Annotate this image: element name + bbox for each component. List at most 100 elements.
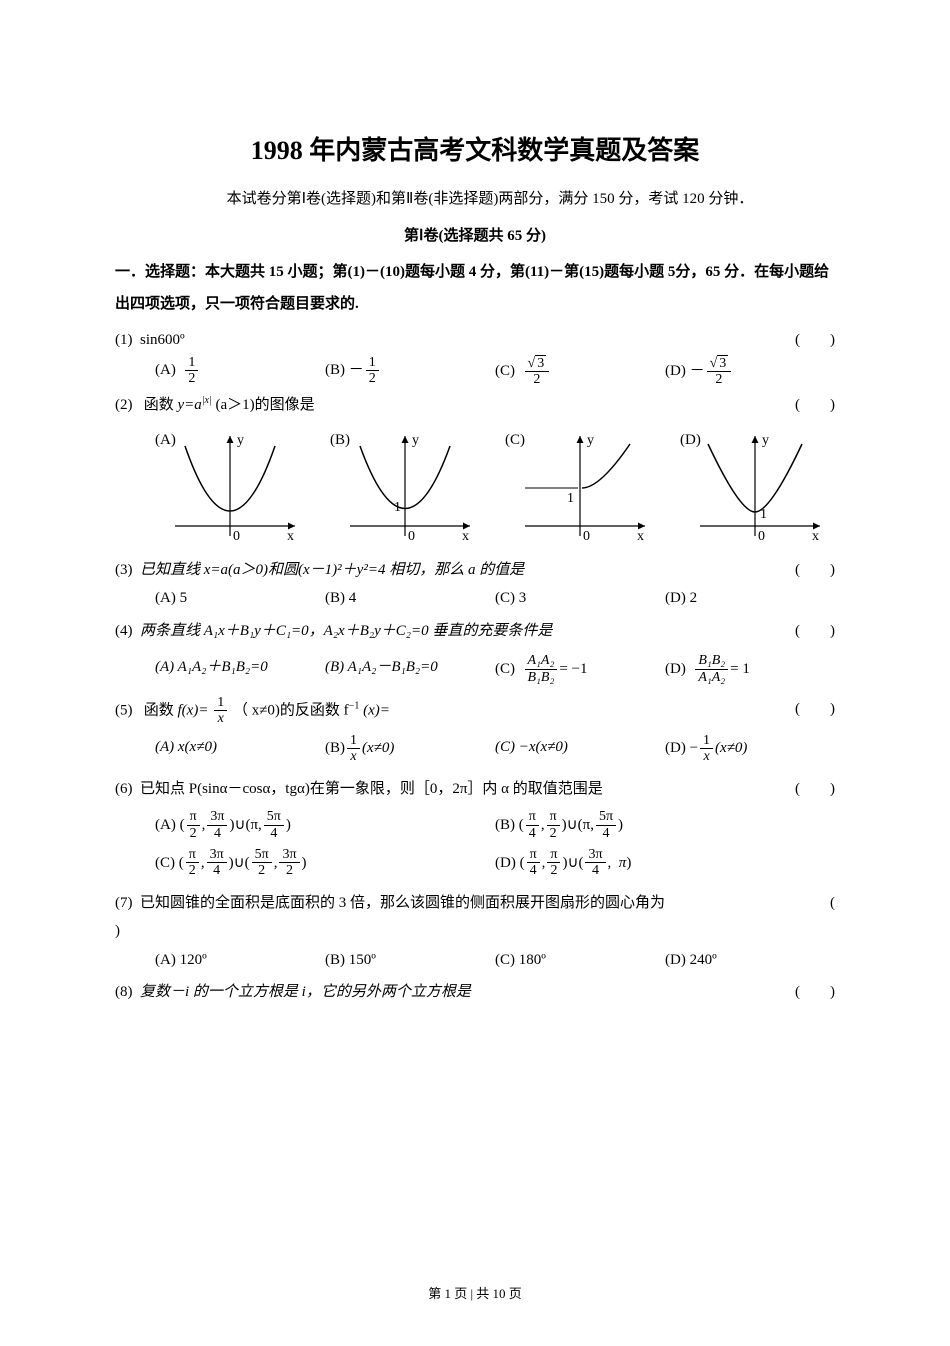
q5-fx: f(x)= xyxy=(178,702,209,718)
q1-num: (1) xyxy=(115,332,133,348)
page-title: 1998 年内蒙古高考文科数学真题及答案 xyxy=(115,130,835,167)
frac-num: 1 xyxy=(700,733,713,749)
frac-num: 3π xyxy=(585,847,605,863)
frac-num: π xyxy=(526,809,539,825)
frac-den: 2 xyxy=(187,826,200,841)
q5-paren: ( ) xyxy=(795,695,835,724)
graph-c-label: (C) xyxy=(505,426,525,455)
q1-paren: ( ) xyxy=(795,326,835,355)
q4-num: (4) xyxy=(115,623,133,639)
q7-num: (7) xyxy=(115,895,133,911)
frac-den: 2 xyxy=(530,372,543,387)
frac-den: 2 xyxy=(712,372,725,387)
q2-graphs: (A) 0 x y (B) 1 0 xyxy=(155,426,835,546)
frac-den: 2 xyxy=(185,371,198,386)
q1-opt-a-label: (A) xyxy=(155,356,176,385)
x-label: x xyxy=(637,529,644,544)
q6-c-pre: (C) ( xyxy=(155,849,184,878)
question-6: (6) 已知点 P(sinα－cosα，tgα)在第一象限，则［0，2π］内 α… xyxy=(115,775,835,879)
x-label: x xyxy=(287,529,294,544)
sqrt: 3 xyxy=(535,355,546,371)
q2-graph-c: (C) 1 0 x y xyxy=(505,426,660,546)
origin-label: 0 xyxy=(758,529,765,544)
frac-den: A₁A₂ xyxy=(695,670,728,685)
frac-num: π xyxy=(527,847,540,863)
frac-den: 2 xyxy=(255,863,268,878)
frac-den: 4 xyxy=(211,826,224,841)
subtitle: 本试卷分第Ⅰ卷(选择题)和第Ⅱ卷(非选择题)两部分，满分 150 分，考试 12… xyxy=(115,187,835,208)
frac-num: 3π xyxy=(207,847,227,863)
q4-paren: ( ) xyxy=(795,617,835,646)
graph-d-label: (D) xyxy=(680,426,701,455)
y-label: y xyxy=(587,433,594,448)
frac-den: 4 xyxy=(599,826,612,841)
q4-opt-a: (A) A₁A₂＋B₁B₂=0 xyxy=(155,653,325,682)
origin-label: 0 xyxy=(233,529,240,544)
q3-opt-a: (A) 5 xyxy=(155,584,325,613)
q6-b-u: )∪(π, xyxy=(562,811,594,840)
q7-paren-open: ( xyxy=(830,889,835,918)
origin-label: 0 xyxy=(583,529,590,544)
q6-c-u: )∪( xyxy=(229,849,250,878)
graph-a-label: (A) xyxy=(155,426,176,455)
q8-paren: ( ) xyxy=(795,978,835,1007)
question-8: (8) 复数－i 的一个立方根是 i，它的另外两个立方根是 ( ) xyxy=(115,978,835,1007)
frac-den: 2 xyxy=(547,863,560,878)
frac-num: 3π xyxy=(207,809,227,825)
frac-num: π xyxy=(187,809,200,825)
frac-num: 1 xyxy=(214,695,227,711)
q2-exp: |x| xyxy=(202,395,212,406)
q4-opt-c-label: (C) xyxy=(495,655,515,684)
q5-opt-d: (D) − 1x (x≠0) xyxy=(665,733,835,765)
q3-text: 已知直线 x=a(a＞0)和圆(x－1)²＋y²=4 相切，那么 a 的值是 xyxy=(140,562,524,578)
graph-b-label: (B) xyxy=(330,426,350,455)
q5-post: (x)= xyxy=(363,702,390,718)
q5-b-pre: (B) xyxy=(325,734,345,763)
frac-den: 4 xyxy=(527,863,540,878)
q2-text-post: (a＞1)的图像是 xyxy=(215,397,314,413)
frac-num: π xyxy=(547,809,560,825)
q6-text: 已知点 P(sinα－cosα，tgα)在第一象限，则［0，2π］内 α 的取值… xyxy=(140,781,603,797)
q3-paren: ( ) xyxy=(795,556,835,585)
q1-opt-d-label: (D) － xyxy=(665,357,705,386)
q5-b-post: (x≠0) xyxy=(362,734,394,763)
q3-opt-b: (B) 4 xyxy=(325,584,495,613)
q6-d-end: ) xyxy=(626,849,631,878)
q3-opt-d: (D) 2 xyxy=(665,584,835,613)
frac-num: 1 xyxy=(366,355,379,371)
q1-opt-c-label: (C) xyxy=(495,357,515,386)
q2-text-pre: 函数 xyxy=(144,397,178,413)
q7-paren-close: ) xyxy=(115,923,120,939)
q2-graph-a: (A) 0 x y xyxy=(155,426,310,546)
one-label: 1 xyxy=(760,507,767,522)
question-7: (7) 已知圆锥的全面积是底面积的 3 倍，那么该圆锥的侧面积展开图扇形的圆心角… xyxy=(115,889,835,975)
q6-opt-d: (D) ( π4, π2 )∪( 3π4, π ) xyxy=(495,847,835,879)
q1-opt-d: (D) － √32 xyxy=(665,355,835,388)
q3-opt-c: (C) 3 xyxy=(495,584,665,613)
q6-opt-c: (C) ( π2, 3π4 )∪( 5π2, 3π2 ) xyxy=(155,847,495,879)
y-label: y xyxy=(237,433,244,448)
frac-num: A₁A₂ xyxy=(525,653,558,669)
q2-graph-b: (B) 1 0 x y xyxy=(330,426,485,546)
frac-den: 2 xyxy=(283,863,296,878)
q4-text: 两条直线 A₁x＋B₁y＋C₁=0，A₂x＋B₂y＋C₂=0 垂直的充要条件是 xyxy=(140,623,552,639)
section-title: 第Ⅰ卷(选择题共 65 分) xyxy=(115,224,835,245)
instructions: 一．选择题：本大题共 15 小题；第(1)－(10)题每小题 4 分，第(11)… xyxy=(115,257,835,320)
q7-opt-b: (B) 150º xyxy=(325,946,495,975)
q1-text: sin600º xyxy=(140,332,185,348)
q5-opt-a: (A) x(x≠0) xyxy=(155,733,325,762)
q4-opt-b: (B) A₁A₂－B₁B₂=0 xyxy=(325,653,495,682)
frac-num: 5π xyxy=(252,847,272,863)
q6-opt-b: (B) ( π4, π2 )∪(π, 5π4 ) xyxy=(495,809,835,841)
q4-c-rhs: = −1 xyxy=(559,655,587,684)
frac-num: π xyxy=(547,847,560,863)
q6-a-end: ) xyxy=(286,811,291,840)
frac-den: x xyxy=(215,711,227,726)
frac-den: 2 xyxy=(186,863,199,878)
frac-den: B₁B₂ xyxy=(525,670,558,685)
frac-num: 5π xyxy=(596,809,616,825)
frac-den: 4 xyxy=(589,863,602,878)
frac-den: 4 xyxy=(267,826,280,841)
x-label: x xyxy=(462,529,469,544)
q4-d-rhs: = 1 xyxy=(730,655,750,684)
